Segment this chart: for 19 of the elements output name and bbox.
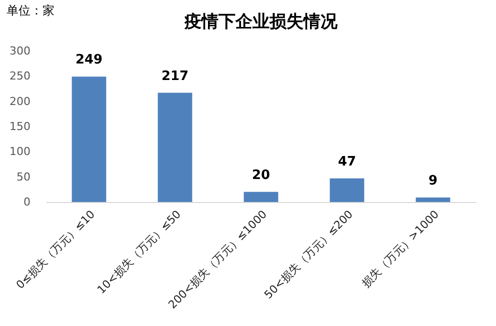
y-axis-title: 单位：家 <box>6 4 54 18</box>
y-tick-label: 200 <box>10 94 30 108</box>
bar <box>158 92 192 202</box>
y-tick-label: 250 <box>10 70 30 83</box>
bar <box>330 178 364 202</box>
y-tick-label: 0 <box>24 196 30 208</box>
y-tick-label: 100 <box>10 145 30 158</box>
y-tick-label: 300 <box>10 44 30 58</box>
data-label: 20 <box>252 168 270 183</box>
data-label: 47 <box>338 154 356 170</box>
bar <box>416 197 450 202</box>
data-label: 9 <box>428 173 438 188</box>
data-label: 249 <box>75 52 103 68</box>
y-tick-label: 50 <box>16 170 30 184</box>
bar <box>72 76 106 202</box>
bar <box>244 192 278 202</box>
chart-title: 疫情下企业损失情况 <box>184 12 338 32</box>
y-tick-label: 150 <box>10 120 30 133</box>
data-label: 217 <box>161 68 189 84</box>
